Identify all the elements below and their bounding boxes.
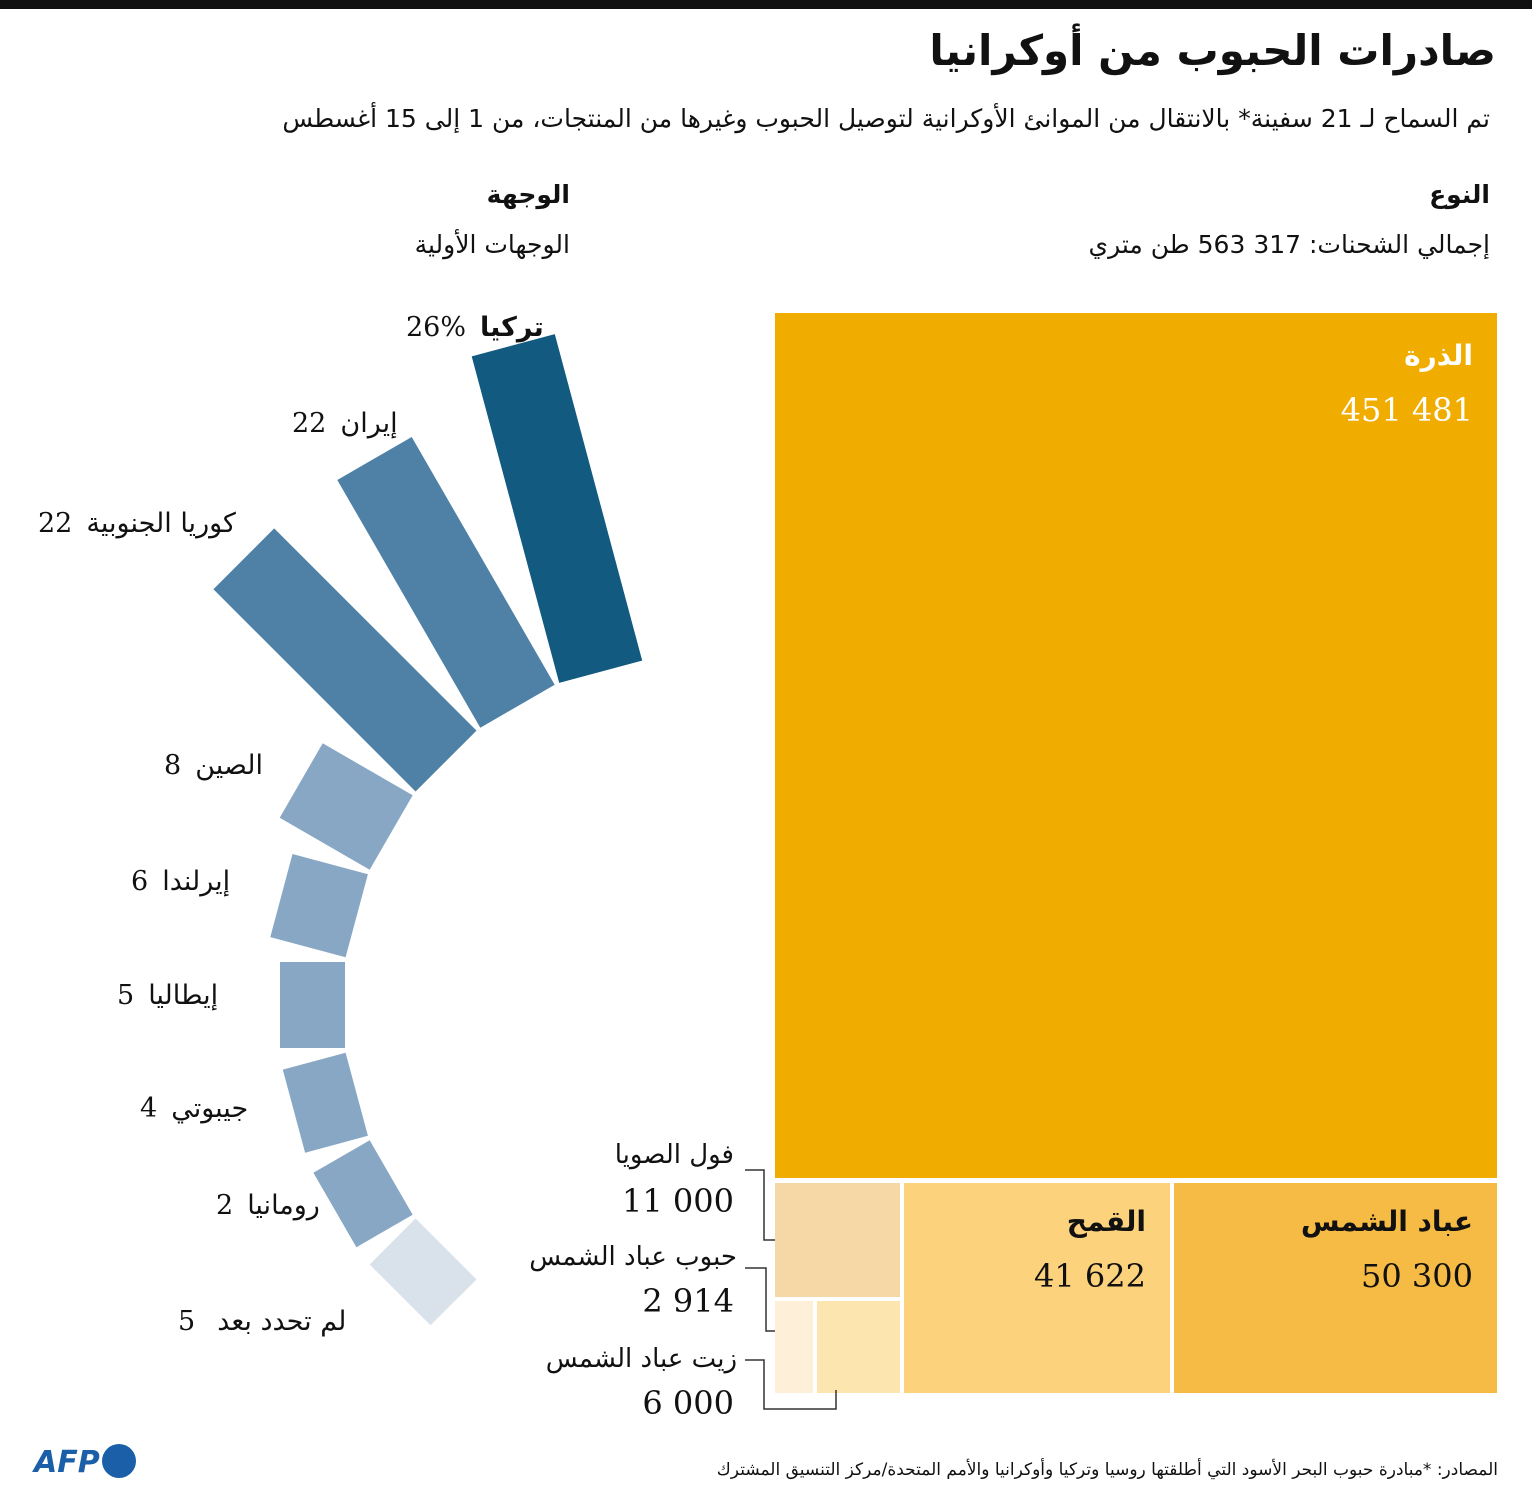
afp-logo: AFP	[34, 1444, 136, 1480]
destination-bar	[270, 854, 368, 958]
treemap-cell-corn: الذرة 451 481	[775, 313, 1497, 1178]
sunflower-label: عباد الشمس	[1300, 1205, 1473, 1238]
dest-label-iran: 22 إيران	[292, 408, 398, 439]
dest-label-djibouti: 4 جيبوتي	[140, 1093, 249, 1124]
corn-value: 451 481	[1340, 391, 1473, 429]
dest-label-italy: 5 إيطاليا	[117, 980, 219, 1011]
destination-bar	[313, 1140, 413, 1248]
page-title: صادرات الحبوب من أوكرانيا	[929, 26, 1496, 75]
wheat-value: 41 622	[1034, 1257, 1146, 1295]
destination-bar	[280, 962, 345, 1048]
destination-bar	[213, 528, 477, 792]
destination-bar	[279, 743, 413, 870]
dest-label-undetermined: لم تحدد بعد5	[178, 1306, 347, 1337]
soybean-value: 11 000	[622, 1182, 734, 1220]
dest-label-south-korea: 22 كوريا الجنوبية	[38, 508, 236, 539]
treemap-cell-wheat: القمح 41 622	[904, 1183, 1170, 1393]
treemap-cell-sunflower: عباد الشمس 50 300	[1174, 1183, 1497, 1393]
destination-bar	[337, 437, 555, 728]
wheat-label: القمح	[1066, 1205, 1146, 1238]
sunflower-value: 50 300	[1361, 1257, 1473, 1295]
destination-bar	[282, 1052, 368, 1153]
corn-label: الذرة	[1404, 339, 1473, 372]
dest-label-ireland: 6 إيرلندا	[131, 866, 231, 897]
destination-heading: الوجهة	[486, 180, 570, 209]
top-rule	[0, 0, 1532, 9]
treemap-cell-soybean	[775, 1183, 900, 1297]
dest-label-romania: 2 رومانيا	[216, 1190, 320, 1221]
page-subtitle: تم السماح لـ 21 سفينة* بالانتقال من المو…	[282, 104, 1490, 133]
sunflower-seeds-label: حبوب عباد الشمس	[529, 1242, 737, 1272]
treemap-cell-sunflower-seeds	[775, 1301, 813, 1393]
sunflower-oil-value: 6 000	[642, 1384, 734, 1422]
dest-label-china: 8 الصين	[164, 750, 264, 781]
destination-subheading: الوجهات الأولية	[414, 230, 570, 259]
sunflower-seeds-value: 2 914	[642, 1282, 734, 1320]
source-note: المصادر: *مبادرة حبوب البحر الأسود التي …	[716, 1460, 1498, 1480]
total-shipments: إجمالي الشحنات: 317 563 طن متري	[1088, 230, 1490, 259]
dest-label-turkey: 26% تركيا	[406, 312, 544, 343]
treemap-cell-sunflower-oil	[817, 1301, 900, 1393]
sunflower-oil-label: زيت عباد الشمس	[545, 1344, 737, 1374]
soybean-label: فول الصويا	[614, 1140, 734, 1170]
leader-lines	[745, 1169, 837, 1410]
type-heading: النوع	[1429, 180, 1490, 209]
destination-bar	[369, 1218, 477, 1326]
destination-bar	[471, 334, 643, 683]
